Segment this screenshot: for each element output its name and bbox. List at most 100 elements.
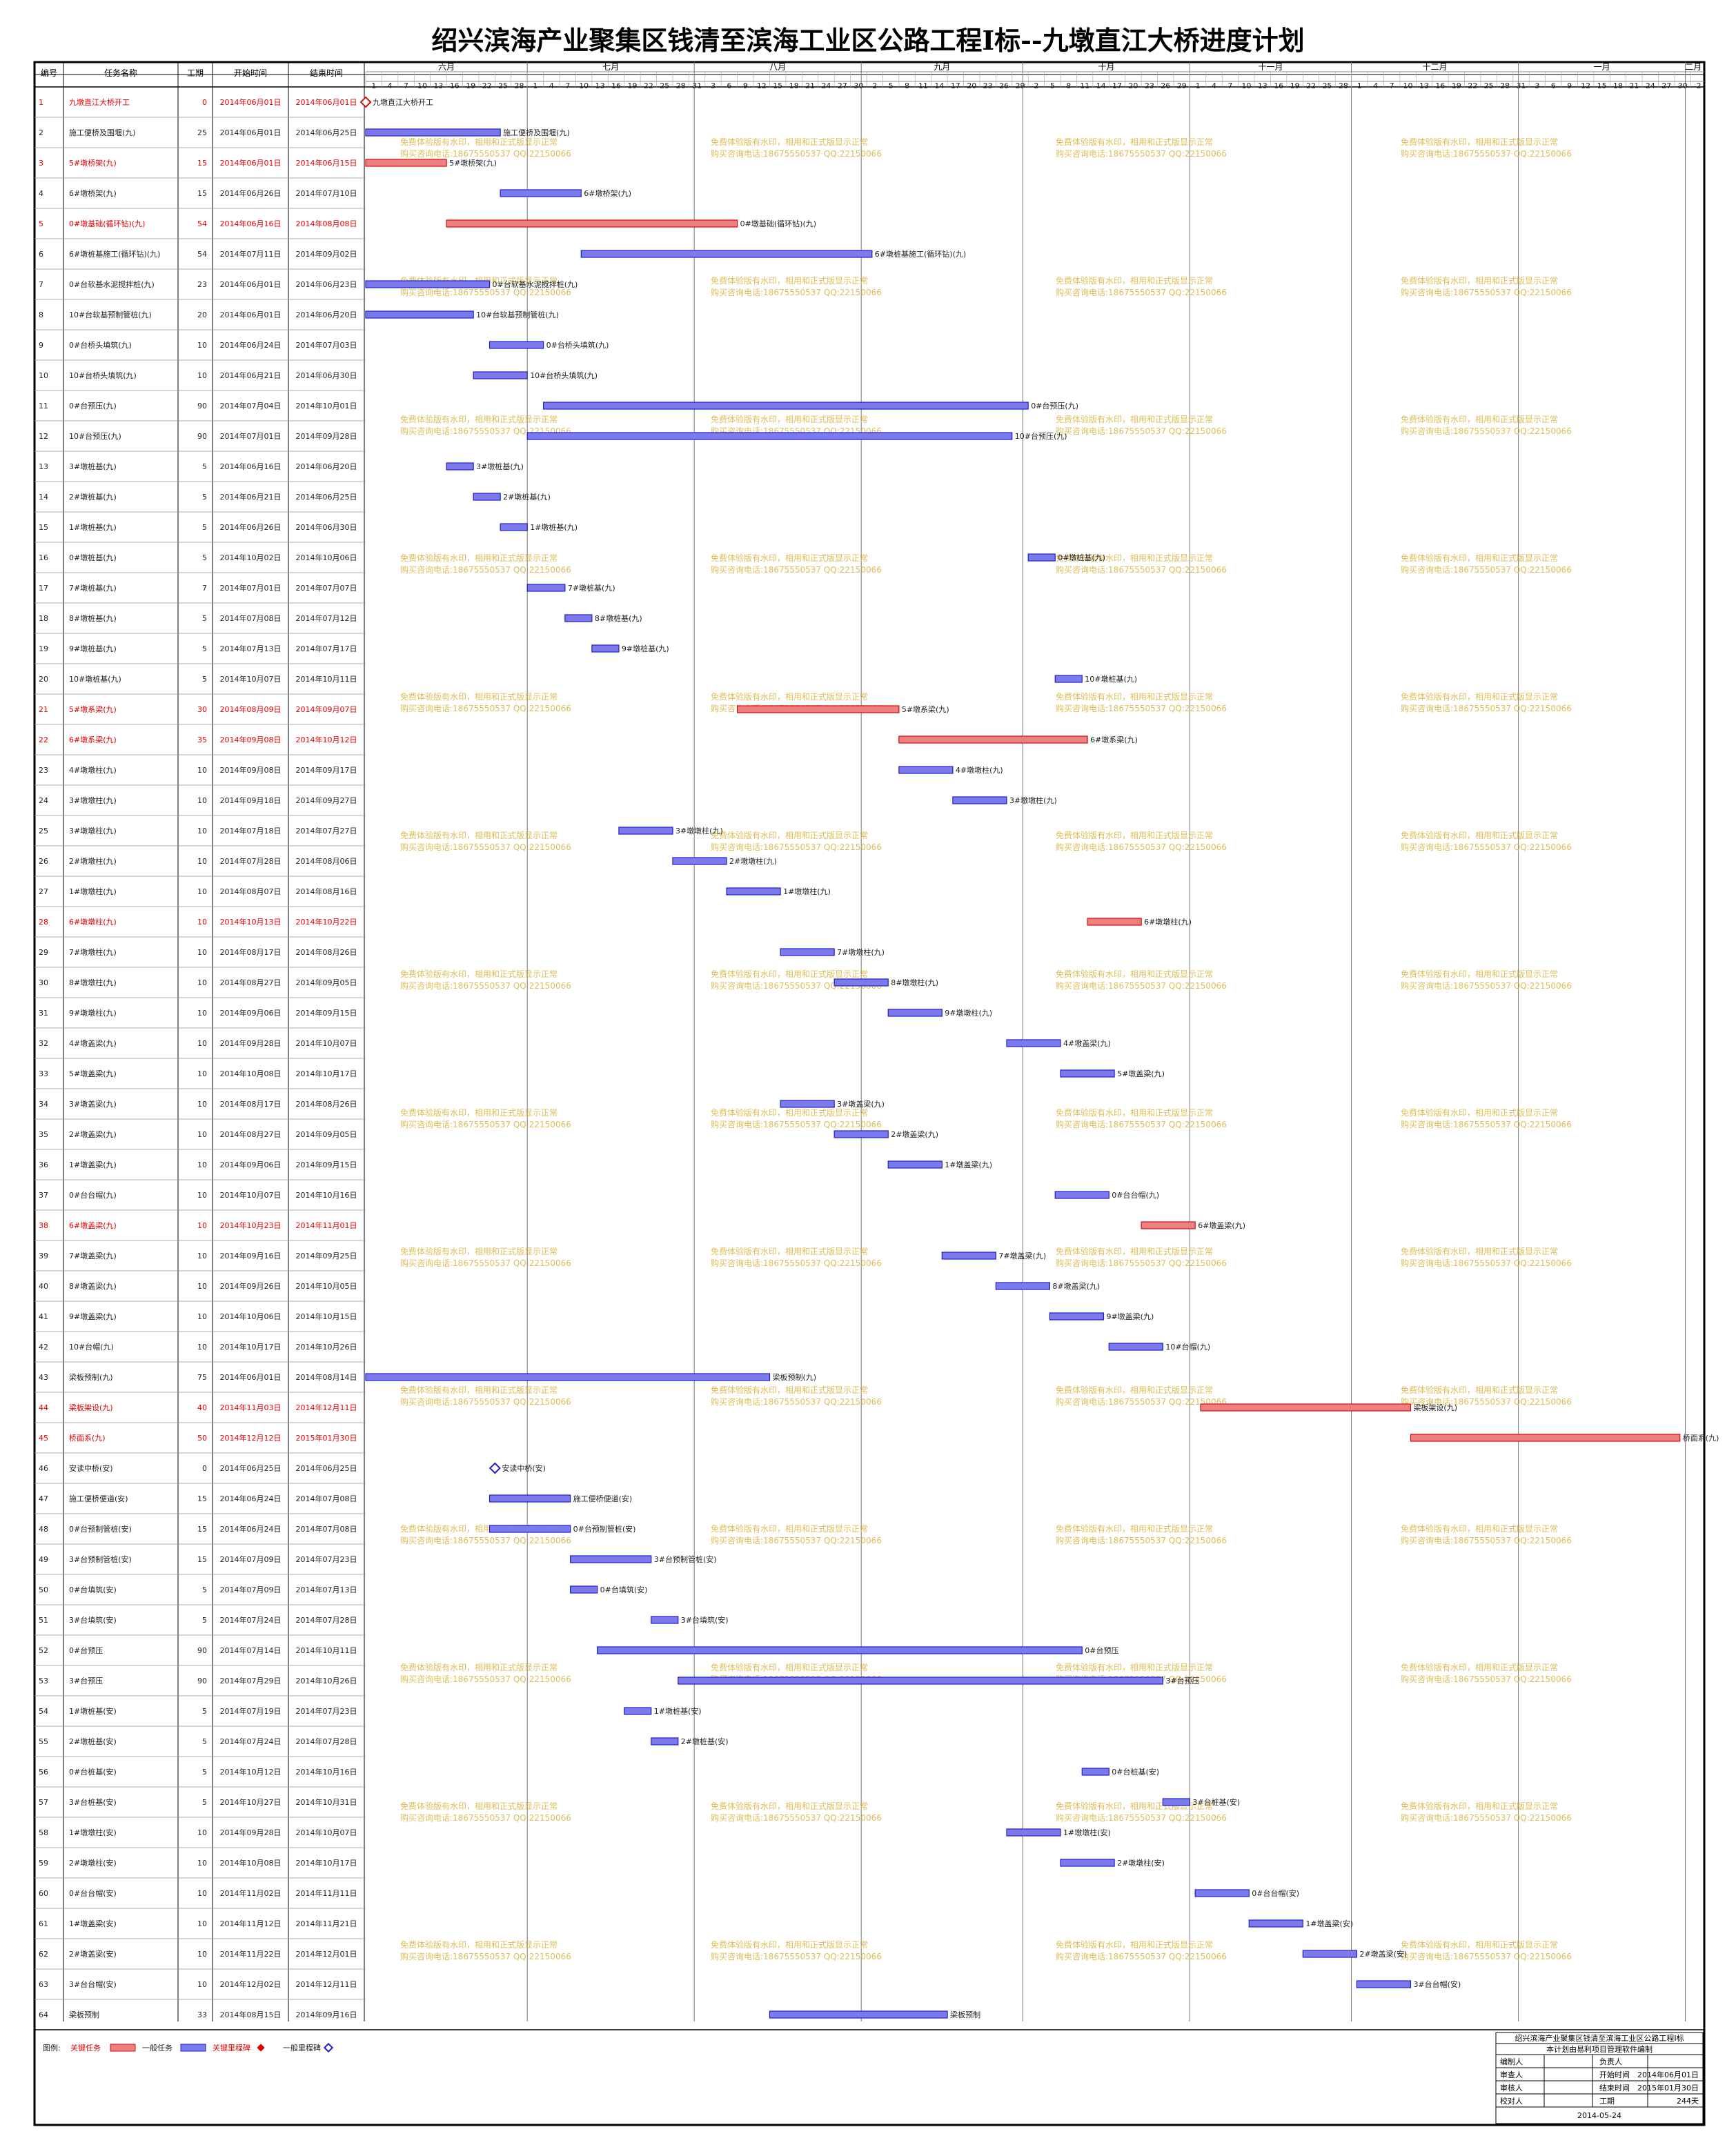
day-tick-label: 31 <box>1516 81 1526 90</box>
task-id: 29 <box>39 948 48 957</box>
task-name: 4#墩盖梁(九) <box>69 1038 117 1048</box>
task-bar-label: 7#墩盖梁(九) <box>998 1251 1046 1260</box>
day-tick-label: 18 <box>1613 81 1623 90</box>
task-start: 2014年06月24日 <box>220 1494 282 1503</box>
watermark-line: 购买咨询电话:18675550537 QQ:22150066 <box>711 564 882 575</box>
task-end: 2014年06月30日 <box>296 370 357 380</box>
task-end: 2014年06月25日 <box>296 1463 357 1473</box>
task-duration: 10 <box>197 341 207 350</box>
day-tick-label: 25 <box>1484 81 1494 90</box>
task-id: 56 <box>39 1768 48 1777</box>
day-tick-label: 22 <box>1468 81 1477 90</box>
day-tick-label: 4 <box>1212 81 1216 90</box>
task-start: 2014年10月08日 <box>220 1858 282 1868</box>
task-id: 41 <box>39 1312 48 1321</box>
watermark-line: 免费体验版有水印，相用和正式版显示正常 <box>711 553 868 563</box>
watermark-line: 免费体验版有水印，相用和正式版显示正常 <box>711 275 868 286</box>
watermark-line: 购买咨询电话:18675550537 QQ:22150066 <box>1056 980 1227 991</box>
task-name: 3#台桩基(安) <box>69 1797 117 1807</box>
task-id: 10 <box>39 371 48 380</box>
task-bar <box>995 1282 1051 1290</box>
task-id: 16 <box>39 553 48 562</box>
day-tick-label: 19 <box>627 81 637 90</box>
task-name: 0#台预压 <box>69 1645 103 1655</box>
task-id: 20 <box>39 675 48 684</box>
task-id: 39 <box>39 1252 48 1260</box>
watermark-line: 购买咨询电话:18675550537 QQ:22150066 <box>711 148 882 159</box>
legend-critical-swatch <box>110 2044 136 2052</box>
month-label: 十二月 <box>1423 62 1448 72</box>
task-bar-label: 2#墩盖梁(安) <box>1359 1949 1407 1959</box>
task-bar-label: 6#墩桥架(九) <box>584 188 631 198</box>
task-start: 2014年07月11日 <box>220 249 282 259</box>
watermark-line: 购买咨询电话:18675550537 QQ:22150066 <box>711 1535 882 1545</box>
watermark-line: 免费体验版有水印，相用和正式版显示正常 <box>1056 1523 1213 1534</box>
day-tick-label: 28 <box>676 81 686 90</box>
task-end: 2014年11月11日 <box>296 1888 357 1898</box>
task-name: 0#墩基础(循环钻)(九) <box>69 219 145 228</box>
day-tick-label: 1 <box>371 81 376 90</box>
task-bar <box>618 827 673 835</box>
task-end: 2014年10月16日 <box>296 1190 357 1200</box>
footer-software: 本计划由易利项目管理软件编制 <box>1546 2044 1653 2054</box>
task-id: 40 <box>39 1282 48 1291</box>
month-label: 十一月 <box>1258 62 1283 72</box>
watermark-line: 免费体验版有水印，相用和正式版显示正常 <box>1056 691 1213 702</box>
task-start: 2014年09月28日 <box>220 1828 282 1837</box>
task-start: 2014年11月22日 <box>220 1949 282 1959</box>
watermark-line: 免费体验版有水印，相用和正式版显示正常 <box>400 414 558 424</box>
task-bar-label: 5#墩系梁(九) <box>902 704 949 714</box>
task-duration: 10 <box>197 978 207 987</box>
task-duration: 10 <box>197 371 207 380</box>
day-tick-label: 2 <box>872 81 877 90</box>
task-start: 2014年06月25日 <box>220 1463 282 1473</box>
watermark-line: 购买咨询电话:18675550537 QQ:22150066 <box>1401 564 1572 575</box>
watermark-line: 购买咨询电话:18675550537 QQ:22150066 <box>1056 426 1227 436</box>
task-name: 10#台桥头填筑(九) <box>69 370 137 380</box>
task-bar-label: 梁板预制(九) <box>772 1372 816 1382</box>
task-duration: 90 <box>197 1677 207 1685</box>
task-end: 2014年09月17日 <box>296 765 357 775</box>
task-bar-label: 6#墩墩柱(九) <box>1144 917 1192 927</box>
task-id: 13 <box>39 462 48 471</box>
task-id: 62 <box>39 1950 48 1959</box>
task-bar-label: 3#墩桩基(九) <box>476 462 524 471</box>
watermark-line: 免费体验版有水印，相用和正式版显示正常 <box>1056 830 1213 840</box>
task-start: 2014年10月17日 <box>220 1342 282 1352</box>
task-id: 44 <box>39 1403 48 1412</box>
task-start: 2014年11月02日 <box>220 1888 282 1898</box>
task-bar <box>365 1373 771 1381</box>
watermark-line: 购买咨询电话:18675550537 QQ:22150066 <box>1401 148 1572 159</box>
task-duration: 10 <box>197 1130 207 1139</box>
month-label: 七月 <box>602 62 619 72</box>
day-tick-label: 7 <box>1390 81 1394 90</box>
task-name: 7#墩盖梁(九) <box>69 1251 117 1260</box>
task-start: 2014年07月01日 <box>220 583 282 593</box>
task-id: 61 <box>39 1919 48 1928</box>
task-name: 2#墩桩基(安) <box>69 1737 117 1746</box>
day-tick-label: 21 <box>805 81 815 90</box>
task-name: 6#墩盖梁(九) <box>69 1220 117 1230</box>
task-name: 0#台软基水泥搅拌桩(九) <box>69 279 155 289</box>
task-name: 梁板架设(九) <box>69 1403 113 1412</box>
task-bar <box>489 341 544 349</box>
task-duration: 5 <box>202 493 207 502</box>
watermark-line: 免费体验版有水印，相用和正式版显示正常 <box>1401 1662 1558 1672</box>
task-id: 54 <box>39 1707 48 1716</box>
task-end: 2014年12月01日 <box>296 1949 357 1959</box>
task-start: 2014年09月08日 <box>220 735 282 744</box>
watermark-line: 免费体验版有水印，相用和正式版显示正常 <box>1401 1523 1558 1534</box>
day-tick-label: 19 <box>466 81 475 90</box>
day-tick-label: 24 <box>821 81 831 90</box>
day-tick-label: 12 <box>1581 81 1590 90</box>
task-id: 45 <box>39 1434 48 1443</box>
day-tick-label: 11 <box>1080 81 1089 90</box>
day-tick-label: 13 <box>1258 81 1268 90</box>
task-start: 2014年09月06日 <box>220 1160 282 1169</box>
task-end: 2014年09月05日 <box>296 1129 357 1139</box>
task-duration: 10 <box>197 1828 207 1837</box>
day-tick-label: 24 <box>1646 81 1655 90</box>
day-tick-label: 30 <box>854 81 863 90</box>
task-duration: 10 <box>197 1009 207 1018</box>
footer-cell: 2015年01月30日 <box>1637 2083 1699 2093</box>
